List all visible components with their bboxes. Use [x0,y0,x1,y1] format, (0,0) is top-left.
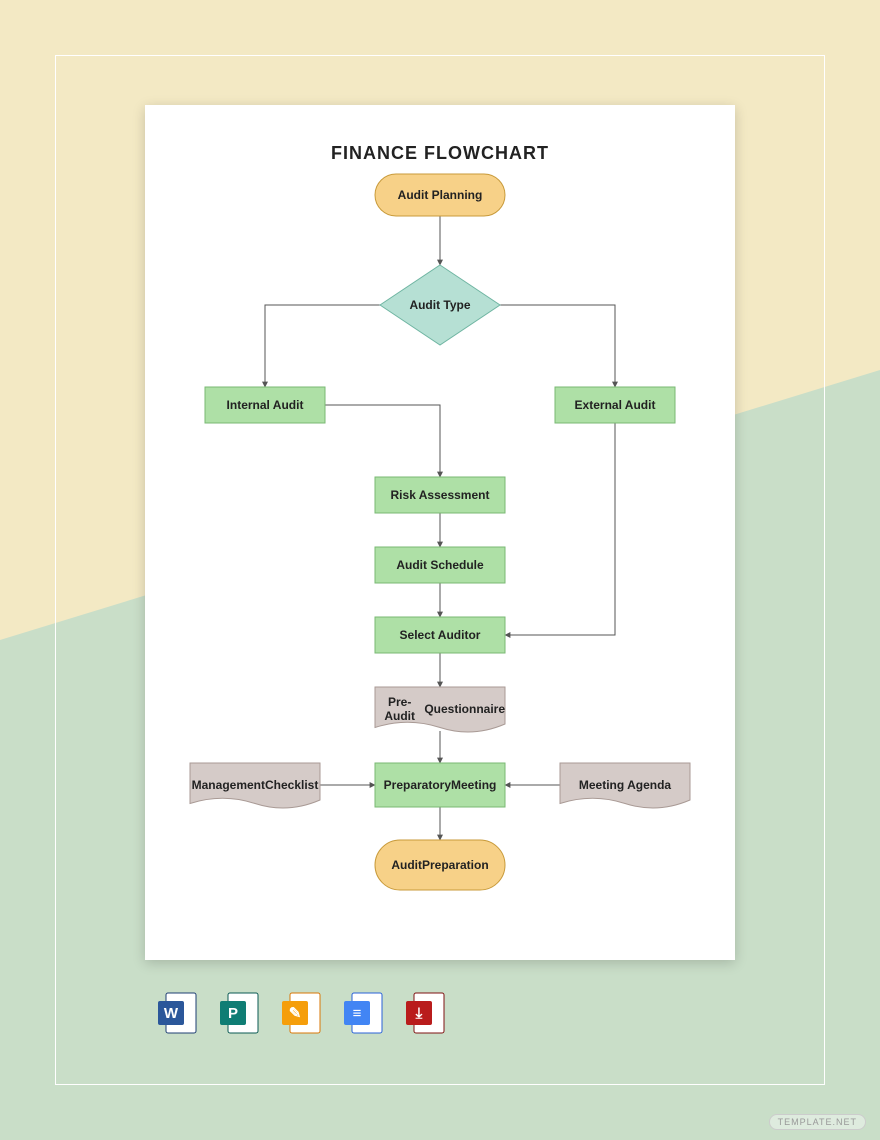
svg-text:⤓: ⤓ [415,1005,423,1022]
node-external_audit [555,387,675,423]
node-prep_meeting [375,763,505,807]
node-mgmt_checklist [190,763,320,808]
svg-text:P: P [228,1005,238,1022]
node-pre_audit_q [375,687,505,732]
node-internal_audit [205,387,325,423]
gdocs-icon[interactable]: ≡ [342,990,388,1036]
edge [505,423,615,635]
pdf-icon[interactable]: ⤓ [404,990,450,1036]
word-icon[interactable]: W [156,990,202,1036]
node-audit_schedule [375,547,505,583]
svg-text:W: W [164,1005,179,1022]
node-audit_prep [375,840,505,890]
node-audit_planning [375,174,505,216]
publisher-icon[interactable]: P [218,990,264,1036]
watermark-badge: TEMPLATE.NET [769,1114,866,1130]
edge [500,305,615,387]
node-select_auditor [375,617,505,653]
pages-icon[interactable]: ✎ [280,990,326,1036]
file-format-icons: W P ✎ ≡ ⤓ [156,990,450,1036]
node-meeting_agenda [560,763,690,808]
node-audit_type [380,265,500,345]
flowchart-svg [145,105,735,960]
svg-text:≡: ≡ [353,1005,362,1022]
flowchart-paper: FINANCE FLOWCHART Audit PlanningAudit Ty… [145,105,735,960]
edge [265,305,380,387]
node-risk_assessment [375,477,505,513]
svg-text:✎: ✎ [289,1005,302,1022]
edge [325,405,440,477]
